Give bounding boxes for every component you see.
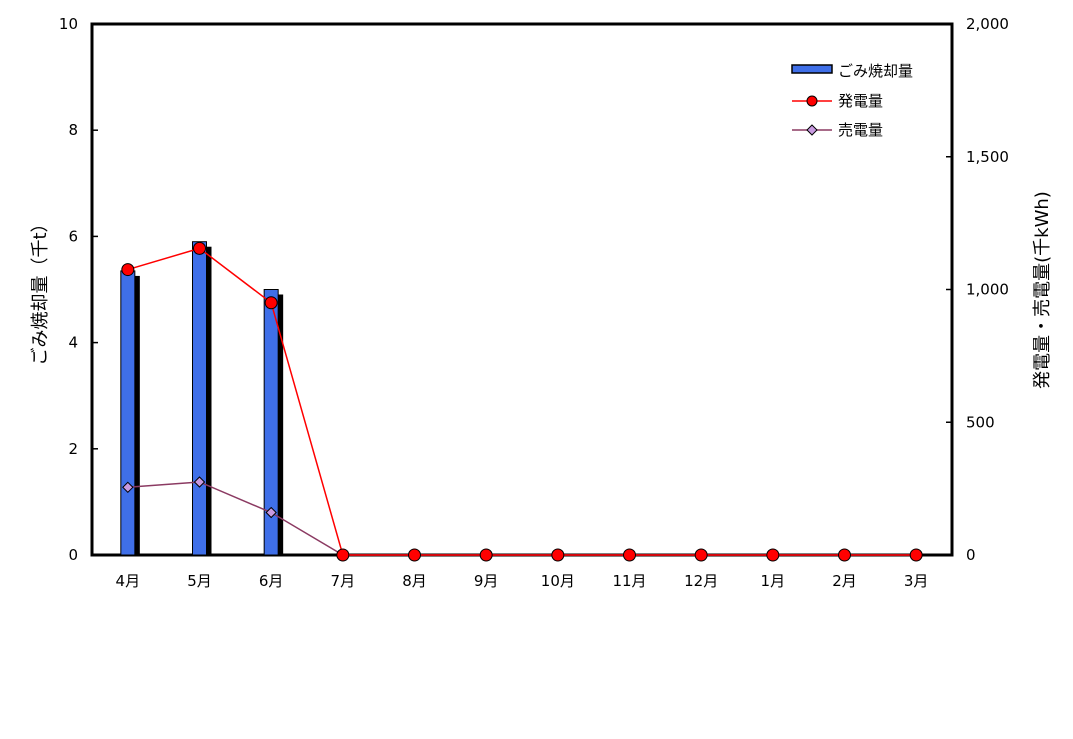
point-generation xyxy=(264,296,278,310)
x-tick-label: 12月 xyxy=(684,572,718,590)
right-tick-label: 0 xyxy=(966,546,976,564)
left-tick-label: 2 xyxy=(68,440,78,458)
lines-layer xyxy=(121,241,923,562)
x-tick-label: 5月 xyxy=(187,572,212,590)
point-generation xyxy=(838,548,851,562)
point-generation xyxy=(694,548,708,562)
point-generation xyxy=(623,548,636,562)
x-tick-label: 2月 xyxy=(832,572,857,590)
point-sale xyxy=(122,481,134,494)
left-axis-title: ごみ焼却量（千t） xyxy=(30,214,51,365)
x-axis: 4月 5月 6月 7月 8月 9月 10月 11月 12月 1月 2月 3月 xyxy=(116,572,929,590)
left-tick-label: 4 xyxy=(68,334,78,352)
x-tick-label: 11月 xyxy=(612,572,646,590)
left-tick-label: 8 xyxy=(68,121,78,139)
x-tick-label: 8月 xyxy=(402,572,427,590)
x-tick-label: 7月 xyxy=(331,572,356,590)
x-tick-label: 4月 xyxy=(116,572,141,590)
legend-label-sale: 売電量 xyxy=(838,121,883,139)
x-tick-label: 3月 xyxy=(904,572,929,590)
point-generation xyxy=(909,548,923,562)
bar xyxy=(120,270,136,556)
bar xyxy=(263,289,279,556)
right-axis: 0 500 1,000 1,500 2,000 xyxy=(946,15,1009,564)
right-tick-label: 2,000 xyxy=(966,15,1009,33)
bar xyxy=(192,241,207,556)
point-sale xyxy=(265,506,277,519)
point-sale xyxy=(193,476,206,488)
legend-swatch-incineration xyxy=(791,64,833,74)
left-tick-label: 6 xyxy=(68,227,78,245)
bars-layer xyxy=(120,241,284,556)
point-generation xyxy=(408,548,421,562)
legend-marker-sale xyxy=(806,124,818,136)
point-generation xyxy=(766,548,780,562)
right-axis-title: 発電量・売電量(千kWh) xyxy=(1032,191,1053,389)
point-generation xyxy=(551,548,565,562)
line-generation xyxy=(127,247,917,556)
right-tick-label: 500 xyxy=(966,413,995,431)
point-generation xyxy=(121,263,135,277)
legend-marker-generation xyxy=(806,95,818,107)
x-tick-label: 10月 xyxy=(541,572,575,590)
left-tick-label: 10 xyxy=(59,15,78,33)
x-tick-label: 1月 xyxy=(761,572,786,590)
x-tick-label: 9月 xyxy=(474,572,499,590)
right-tick-label: 1,000 xyxy=(966,281,1009,299)
left-tick-label: 0 xyxy=(68,546,78,564)
point-generation xyxy=(193,241,206,255)
left-axis: 0 2 4 6 8 10 xyxy=(59,15,98,564)
x-tick-label: 6月 xyxy=(259,572,284,590)
legend: ごみ焼却量 発電量 売電量 xyxy=(791,62,913,139)
legend-label-generation: 発電量 xyxy=(838,92,883,110)
point-generation xyxy=(336,548,350,562)
point-generation xyxy=(479,548,493,562)
right-tick-label: 1,500 xyxy=(966,148,1009,166)
plot-area xyxy=(90,22,954,557)
legend-label-incineration: ごみ焼却量 xyxy=(838,62,913,80)
